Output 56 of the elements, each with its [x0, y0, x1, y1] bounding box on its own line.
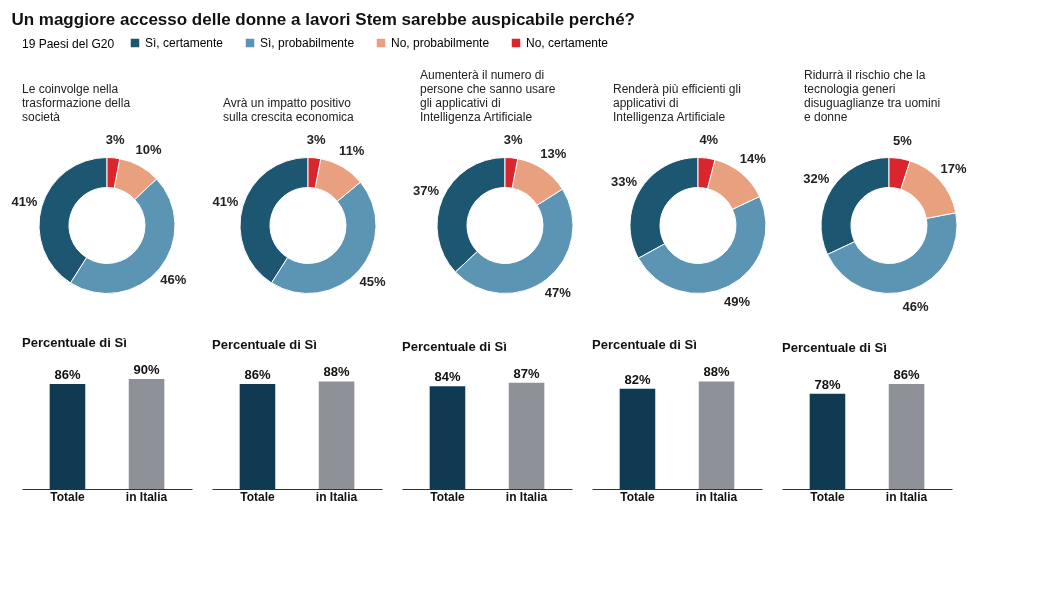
x-tick-label: in Italia — [505, 489, 548, 504]
data-label: 46% — [902, 299, 930, 315]
chart-title: Percentuale di Sì — [212, 337, 317, 353]
x-tick-label: Totale — [620, 489, 656, 504]
data-label: 41% — [11, 193, 38, 209]
data-label: 33% — [610, 173, 638, 189]
x-tick-label: in Italia — [695, 489, 738, 504]
chart-title: Percentuale di Sì — [22, 335, 127, 350]
data-label: 17% — [940, 160, 967, 176]
data-label: 86% — [893, 366, 920, 382]
data-label: 88% — [703, 364, 730, 380]
chart-title: Percentuale di Sì — [402, 338, 507, 354]
x-tick-label: Totale — [50, 489, 86, 504]
data-label: 37% — [413, 183, 440, 199]
data-label: 87% — [513, 365, 540, 381]
data-label: 47% — [544, 285, 572, 301]
x-tick-label: in Italia — [125, 489, 168, 504]
data-label: 4% — [699, 132, 719, 148]
legend-label: Sì, certamente — [145, 36, 224, 50]
chart-subtitle: Renderà più efficienti gli applicativi di Intelligenza Artificiale — [613, 82, 741, 124]
data-label: 11% — [339, 143, 365, 159]
data-label: 90% — [133, 362, 160, 377]
data-label: 84% — [434, 369, 461, 385]
legend-label: No, probabilmente — [391, 36, 490, 50]
x-tick-label: Totale — [430, 489, 466, 504]
data-label: 78% — [814, 376, 841, 392]
data-label: 3% — [105, 131, 125, 147]
data-label: 3% — [503, 131, 523, 147]
x-tick-label: Totale — [240, 489, 276, 504]
data-label: 86% — [54, 366, 81, 382]
x-tick-label: in Italia — [885, 489, 928, 504]
data-label: 13% — [540, 146, 567, 162]
data-label: 5% — [893, 132, 913, 148]
chart-subtitle: Ridurrà il rischio che la tecnologia generi disuguaglianze tra uomini e donne — [804, 68, 941, 124]
data-label: 3% — [306, 131, 326, 147]
data-label: 49% — [724, 294, 751, 310]
data-label: 10% — [135, 142, 162, 158]
legend-title: 19 Paesi del G20 — [22, 37, 115, 51]
data-label: 88% — [323, 364, 350, 380]
chart-title: Percentuale di Sì — [782, 339, 887, 355]
x-tick-label: Totale — [810, 489, 846, 504]
chart-subtitle: Avrà un impatto positivo sulla crescita economica — [223, 96, 355, 124]
chart-title: Percentuale di Sì — [592, 337, 697, 353]
legend-label: Sì, probabilmente — [260, 36, 355, 50]
chart-title: Un maggiore accesso delle donne a lavori Stem sarebbe auspicabile perché? — [11, 10, 635, 29]
data-label: 45% — [359, 274, 386, 290]
legend-label: No, certamente — [526, 36, 609, 50]
data-label: 32% — [803, 171, 830, 187]
data-label: 14% — [739, 151, 767, 167]
x-tick-label: in Italia — [315, 489, 358, 504]
text: Le coinvolge nella trasformazione della società — [22, 82, 131, 124]
data-label: 82% — [624, 371, 651, 387]
data-label: 86% — [244, 366, 271, 382]
data-label: 41% — [212, 193, 239, 209]
data-label: 46% — [160, 272, 187, 288]
chart-subtitle: Aumenterà il numero di persone che sanno usare gli applicativi di Intelligenza Artificiale — [420, 68, 556, 124]
